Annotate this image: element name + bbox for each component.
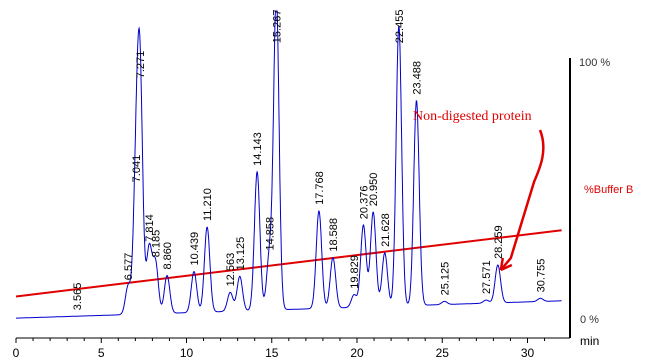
gradient-layer: %Buffer B <box>15 184 633 298</box>
peak-rt-label: 6.577 <box>123 253 135 281</box>
peak-rt-label: 7.814 <box>144 214 156 242</box>
peak-rt-label: 11.210 <box>202 188 214 221</box>
x-axis-title: min <box>580 334 599 348</box>
peak-rt-label: 10.439 <box>189 232 201 266</box>
trace-layer <box>16 10 562 319</box>
right-axis-bottom-label: 0 % <box>580 314 599 326</box>
peak-rt-label: 7.041 <box>131 155 143 183</box>
annotation-text: Non-digested protein <box>413 109 532 124</box>
x-tick-label: 5 <box>98 346 105 360</box>
peak-rt-label: 14.858 <box>264 217 276 251</box>
peak-rt-label: 28.259 <box>493 225 505 259</box>
peak-rt-label: 3.565 <box>72 283 84 311</box>
peak-rt-label: 18.588 <box>328 218 340 252</box>
peak-rt-label: 15.267 <box>271 10 283 44</box>
peak-rt-label: 20.376 <box>358 186 370 220</box>
x-tick-label: 15 <box>265 346 279 360</box>
peak-rt-label: 7.271 <box>135 51 147 79</box>
peak-rt-label: 17.768 <box>314 171 326 205</box>
peak-rt-label: 22.455 <box>394 10 406 44</box>
peak-rt-label: 8.860 <box>162 242 174 270</box>
peak-rt-label: 12.563 <box>225 253 237 287</box>
right-axis-top-label: 100 % <box>579 57 610 69</box>
peak-rt-label: 19.829 <box>349 255 361 289</box>
annotation-arrowhead <box>499 257 513 272</box>
gradient-line <box>15 229 562 298</box>
x-tick-label: 20 <box>350 346 364 360</box>
peak-rt-label: 23.488 <box>411 61 423 95</box>
peak-rt-label: 13.125 <box>235 237 247 271</box>
annotation-layer: Non-digested protein <box>413 109 545 272</box>
x-tick-label: 10 <box>180 346 194 360</box>
peak-rt-label: 20.950 <box>368 173 380 207</box>
x-tick-label: 30 <box>521 346 535 360</box>
peak-rt-label: 27.571 <box>481 260 493 294</box>
axis-layer: 0 5 10 15 20 25 30 min 100 % 0 % <box>13 57 611 360</box>
peak-rt-label: 25.125 <box>439 262 451 296</box>
peak-rt-label: 30.755 <box>535 259 547 293</box>
peak-rt-label: 14.143 <box>252 132 264 166</box>
chromatogram-trace <box>16 10 562 319</box>
gradient-series-label: %Buffer B <box>584 184 633 196</box>
peak-rt-label: 21.628 <box>380 213 392 247</box>
x-tick-label: 25 <box>436 346 450 360</box>
peak-rt-label: 8.185 <box>151 230 163 258</box>
x-tick-label: 0 <box>13 346 20 360</box>
annotation-arrow <box>499 129 545 271</box>
